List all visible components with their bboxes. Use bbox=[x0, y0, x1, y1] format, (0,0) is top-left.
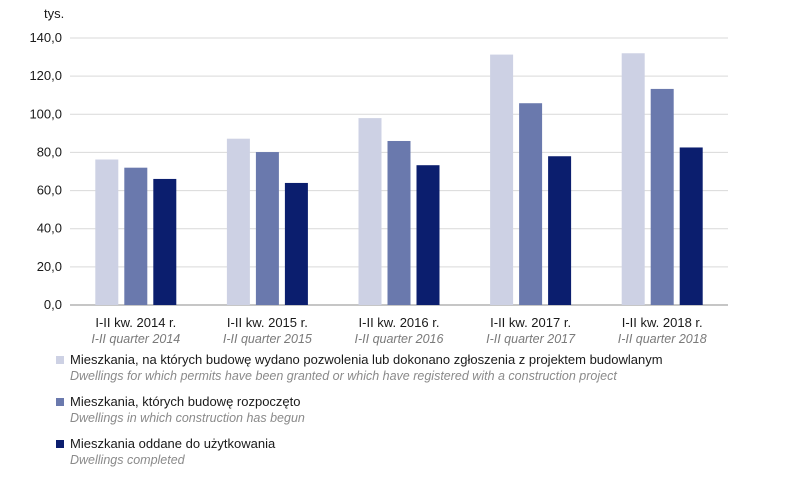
legend-swatch-permits bbox=[56, 356, 64, 364]
bar-started-3 bbox=[387, 140, 411, 305]
legend-swatch-completed bbox=[56, 440, 64, 448]
bar-permits-5 bbox=[621, 53, 645, 305]
legend-item-completed: Mieszkania oddane do użytkowania Dwellin… bbox=[56, 436, 776, 468]
legend-label-completed-en: Dwellings completed bbox=[70, 453, 185, 467]
bar-permits-3 bbox=[358, 118, 382, 305]
x-category-label: I-II kw. 2018 r. bbox=[622, 315, 703, 330]
x-category-label-en: I-II quarter 2017 bbox=[486, 332, 576, 346]
x-category-label: I-II kw. 2015 r. bbox=[227, 315, 308, 330]
y-tick-label: 100,0 bbox=[29, 106, 62, 121]
y-tick-label: 140,0 bbox=[29, 30, 62, 45]
bar-started-1 bbox=[124, 167, 148, 305]
legend-label-started: Mieszkania, których budowę rozpoczęto bbox=[70, 394, 301, 409]
bar-chart: tys. 140,0120,0100,080,060,040,020,00,0 … bbox=[29, 6, 728, 346]
legend-label-permits-en: Dwellings for which permits have been gr… bbox=[70, 369, 617, 383]
bar-completed-2 bbox=[284, 182, 308, 305]
legend-label-started-en: Dwellings in which construction has begu… bbox=[70, 411, 305, 425]
y-tick-label: 120,0 bbox=[29, 68, 62, 83]
legend-item-started: Mieszkania, których budowę rozpoczęto Dw… bbox=[56, 394, 776, 426]
x-category-label: I-II kw. 2014 r. bbox=[95, 315, 176, 330]
legend-item-permits: Mieszkania, na których budowę wydano poz… bbox=[56, 352, 776, 384]
x-category-label-en: I-II quarter 2018 bbox=[618, 332, 707, 346]
legend: Mieszkania, na których budowę wydano poz… bbox=[56, 352, 776, 478]
x-category-label: I-II kw. 2017 r. bbox=[490, 315, 571, 330]
x-category-label: I-II kw. 2016 r. bbox=[359, 315, 440, 330]
bar-completed-1 bbox=[153, 178, 177, 305]
y-tick-label: 40,0 bbox=[37, 221, 62, 236]
y-tick-label: 80,0 bbox=[37, 144, 62, 159]
bar-started-5 bbox=[650, 88, 674, 305]
bar-started-4 bbox=[519, 103, 543, 305]
bar-permits-4 bbox=[490, 54, 514, 305]
legend-swatch-started bbox=[56, 398, 64, 406]
y-tick-label: 0,0 bbox=[44, 297, 62, 312]
x-category-label-en: I-II quarter 2014 bbox=[91, 332, 180, 346]
y-tick-label: 60,0 bbox=[37, 183, 62, 198]
x-category-label-en: I-II quarter 2015 bbox=[223, 332, 312, 346]
y-tick-label: 20,0 bbox=[37, 259, 62, 274]
legend-label-completed: Mieszkania oddane do użytkowania bbox=[70, 436, 276, 451]
y-axis-unit-label: tys. bbox=[44, 6, 64, 21]
bar-completed-5 bbox=[679, 147, 703, 305]
bar-started-2 bbox=[255, 152, 279, 305]
bar-completed-3 bbox=[416, 165, 440, 305]
bar-completed-4 bbox=[548, 156, 572, 305]
x-category-label-en: I-II quarter 2016 bbox=[355, 332, 444, 346]
bar-permits-1 bbox=[95, 159, 119, 305]
bar-permits-2 bbox=[226, 138, 250, 305]
legend-label-permits: Mieszkania, na których budowę wydano poz… bbox=[70, 352, 663, 367]
